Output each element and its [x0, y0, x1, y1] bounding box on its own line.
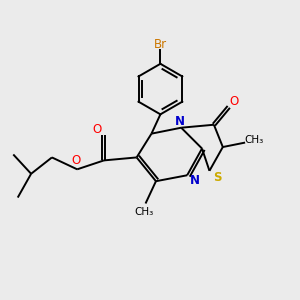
- Text: O: O: [230, 95, 239, 108]
- Text: O: O: [93, 123, 102, 136]
- Text: N: N: [175, 115, 185, 128]
- Text: S: S: [214, 171, 222, 184]
- Text: CH₃: CH₃: [134, 207, 154, 217]
- Text: O: O: [71, 154, 80, 167]
- Text: N: N: [190, 174, 200, 187]
- Text: Br: Br: [154, 38, 167, 51]
- Text: CH₃: CH₃: [244, 135, 264, 145]
